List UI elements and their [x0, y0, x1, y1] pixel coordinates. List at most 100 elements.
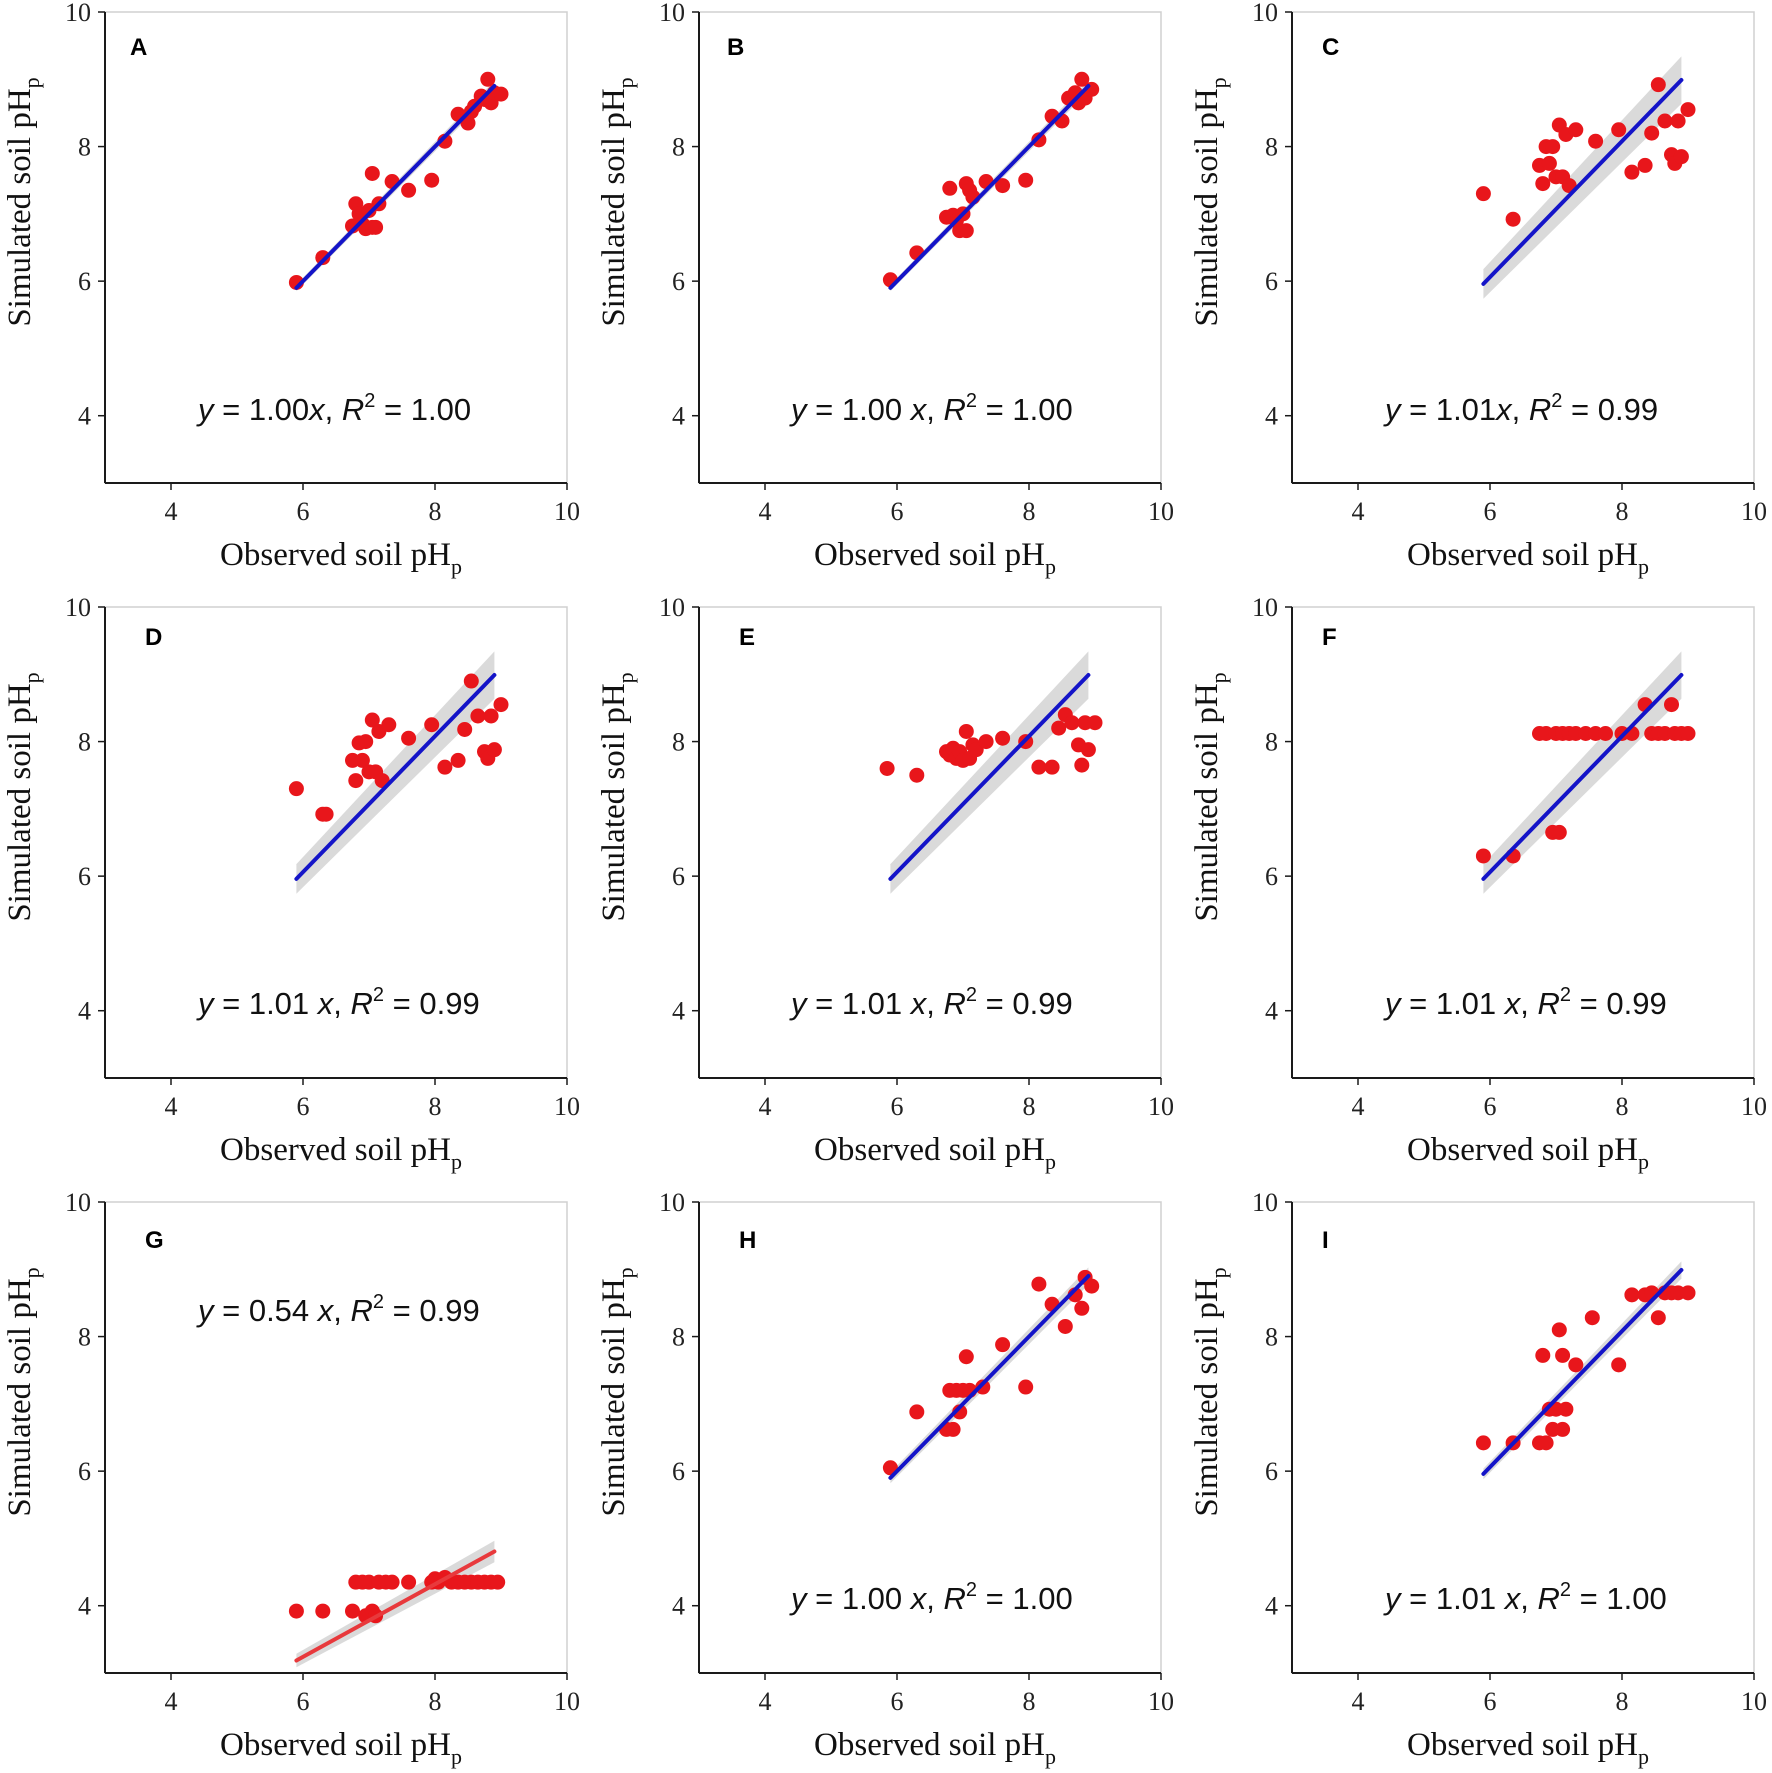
y-axis-title: Simulated soil pHp — [1189, 672, 1231, 921]
x-axis-title-subscript: p — [1045, 554, 1056, 579]
eq-r: R — [1538, 986, 1560, 1021]
data-point — [1031, 759, 1047, 775]
eq-lhs: y — [196, 1293, 216, 1328]
data-point — [1064, 715, 1080, 731]
data-point — [1475, 1435, 1491, 1451]
eq-lhs: y — [1383, 392, 1403, 427]
eq-lhs: y — [789, 986, 809, 1021]
x-tick-label: 10 — [1148, 1092, 1174, 1121]
y-tick-label: 4 — [1265, 402, 1278, 431]
data-point — [315, 1603, 331, 1619]
data-point — [401, 1574, 417, 1590]
eq-slope: = 1.00 — [214, 392, 310, 427]
data-point — [995, 178, 1011, 194]
eq-r2-value: = 0.99 — [977, 986, 1073, 1021]
eq-lhs: y — [1383, 1581, 1403, 1616]
data-point — [1475, 186, 1491, 202]
regression-equation: y = 1.00 x, R2 = 1.00 — [789, 390, 1073, 427]
y-tick-label: 6 — [78, 862, 91, 891]
eq-r: R — [351, 1293, 373, 1328]
data-point — [1031, 132, 1047, 148]
data-point — [437, 133, 453, 149]
confidence-band — [890, 651, 1089, 894]
data-point — [493, 697, 509, 713]
y-axis-title-text: Simulated soil pH — [1189, 683, 1225, 921]
data-point — [1650, 1310, 1666, 1326]
x-axis-title: Observed soil pHp — [814, 1727, 1056, 1769]
panel-i: 4 6 8 10 4 6 8 10 Iy = 1.01 x, R2 = 1.00 Observed… — [1189, 1188, 1767, 1769]
x-tick-label: 8 — [1616, 1687, 1629, 1716]
eq-slope: = 0.54 — [214, 1293, 318, 1328]
data-point — [493, 86, 509, 102]
eq-lhs: y — [789, 392, 809, 427]
eq-r-exponent: 2 — [1551, 390, 1562, 412]
y-tick-label: 10 — [659, 0, 685, 27]
eq-sep: , — [926, 1581, 943, 1616]
y-tick-label: 6 — [672, 862, 685, 891]
x-tick-label: 6 — [297, 497, 310, 526]
y-axis-title-subscript: p — [1206, 1267, 1231, 1278]
y-axis-title-text: Simulated soil pH — [2, 1278, 38, 1516]
x-axis-title-text: Observed soil pH — [1407, 537, 1638, 573]
x-axis-title-text: Observed soil pH — [1407, 1727, 1638, 1763]
eq-slope: = 1.01 — [214, 986, 318, 1021]
data-point — [318, 806, 334, 822]
data-point — [1584, 1310, 1600, 1326]
data-point — [1541, 155, 1557, 171]
data-point — [437, 759, 453, 775]
eq-r: R — [342, 392, 364, 427]
x-tick-label: 6 — [1484, 1092, 1497, 1121]
x-tick-label: 10 — [554, 1092, 580, 1121]
data-point — [364, 712, 380, 728]
eq-r2-value: = 1.00 — [1571, 1581, 1667, 1616]
y-tick-label: 4 — [1265, 1592, 1278, 1621]
x-tick-label: 10 — [1148, 1687, 1174, 1716]
data-point — [364, 165, 380, 181]
data-point — [1031, 1276, 1047, 1292]
y-axis-title-text: Simulated soil pH — [596, 683, 632, 921]
eq-sep: , — [325, 392, 342, 427]
data-point — [1087, 715, 1103, 731]
data-point — [368, 219, 384, 235]
data-point — [1505, 211, 1521, 227]
x-axis-title-subscript: p — [1638, 554, 1649, 579]
eq-r2-value: = 0.99 — [384, 986, 480, 1021]
x-tick-label: 10 — [1741, 1687, 1767, 1716]
data-point — [958, 723, 974, 739]
data-point — [1084, 1278, 1100, 1294]
x-axis-title-subscript: p — [1045, 1744, 1056, 1769]
y-tick-label: 8 — [1265, 728, 1278, 757]
x-tick-label: 10 — [1741, 497, 1767, 526]
eq-r2-value: = 1.00 — [375, 392, 471, 427]
regression-equation: y = 1.00 x, R2 = 1.00 — [789, 1579, 1073, 1616]
y-tick-label: 10 — [659, 1188, 685, 1217]
data-point — [1598, 725, 1613, 741]
x-axis-title: Observed soil pHp — [220, 537, 462, 579]
eq-var: x — [316, 1293, 335, 1328]
y-tick-label: 8 — [672, 133, 685, 162]
data-point — [1680, 725, 1696, 741]
data-point — [1588, 133, 1604, 149]
y-tick-label: 4 — [1265, 997, 1278, 1026]
y-tick-label: 8 — [78, 728, 91, 757]
regression-equation: y = 1.01x, R2 = 0.99 — [1383, 390, 1658, 427]
y-tick-label: 6 — [78, 267, 91, 296]
fit-line — [888, 84, 1091, 290]
data-point — [995, 730, 1011, 746]
data-point — [1558, 1401, 1574, 1417]
data-point — [909, 767, 925, 783]
x-axis-title-subscript: p — [451, 1149, 462, 1174]
panel-label: C — [1322, 34, 1339, 61]
panel-d: 4 6 8 10 4 6 8 10 Dy = 1.01 x, R2 = 0.99 Observed… — [2, 593, 580, 1174]
y-axis-title-text: Simulated soil pH — [2, 88, 38, 326]
data-point — [945, 1421, 961, 1437]
y-tick-label: 4 — [672, 1592, 685, 1621]
fit-line — [1481, 1268, 1684, 1476]
data-point — [1568, 1357, 1584, 1373]
data-point — [348, 773, 364, 789]
y-axis-title: Simulated soil pHp — [1189, 77, 1231, 326]
eq-r-exponent: 2 — [364, 390, 375, 412]
data-point — [1555, 1347, 1571, 1363]
x-axis-title-text: Observed soil pH — [220, 537, 451, 573]
eq-lhs: y — [196, 392, 216, 427]
